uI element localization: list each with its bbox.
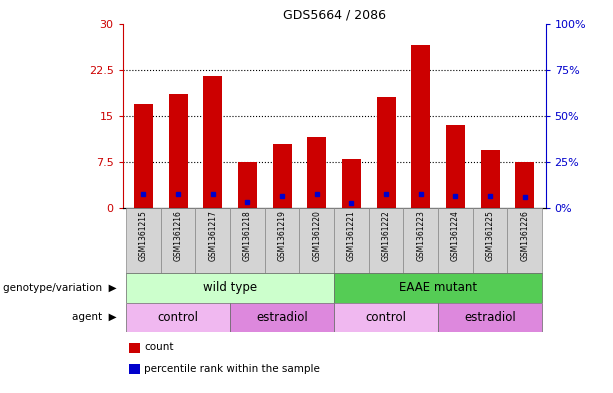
Bar [508,208,542,273]
Bar [126,303,230,332]
Bar [161,208,196,273]
Bar [334,273,542,303]
Bar [230,303,334,332]
Text: control: control [365,311,406,324]
Text: GSM1361218: GSM1361218 [243,210,252,261]
Bar [169,94,188,208]
Bar [299,208,334,273]
Text: agent  ▶: agent ▶ [72,312,116,322]
Text: percentile rank within the sample: percentile rank within the sample [144,364,320,374]
Bar [342,159,361,208]
Text: GSM1361221: GSM1361221 [347,210,356,261]
Bar [438,303,542,332]
Bar [126,208,161,273]
Bar [481,150,500,208]
Bar [334,303,438,332]
Bar [238,162,257,208]
Bar [403,208,438,273]
Text: estradiol: estradiol [256,311,308,324]
Text: GSM1361219: GSM1361219 [278,210,287,261]
Bar [203,76,223,208]
Text: GSM1361217: GSM1361217 [208,210,217,261]
Bar [411,45,430,208]
Bar [196,208,230,273]
Text: GSM1361224: GSM1361224 [451,210,460,261]
Bar [516,162,535,208]
Text: GSM1361216: GSM1361216 [173,210,183,261]
Text: GSM1361225: GSM1361225 [485,210,495,261]
Bar [265,208,299,273]
Bar [307,138,326,208]
Text: GSM1361226: GSM1361226 [520,210,529,261]
Text: GSM1361223: GSM1361223 [416,210,425,261]
Bar [126,273,334,303]
Text: GSM1361222: GSM1361222 [381,210,390,261]
Text: genotype/variation  ▶: genotype/variation ▶ [3,283,116,293]
Text: GSM1361220: GSM1361220 [312,210,321,261]
Text: wild type: wild type [203,281,257,294]
Title: GDS5664 / 2086: GDS5664 / 2086 [283,8,386,21]
Bar [334,208,369,273]
Bar [446,125,465,208]
Bar [273,144,292,208]
Bar [438,208,473,273]
Text: estradiol: estradiol [464,311,516,324]
Bar [376,97,395,208]
Text: control: control [158,311,199,324]
Bar [134,104,153,208]
Text: GSM1361215: GSM1361215 [139,210,148,261]
Text: count: count [144,342,173,352]
Bar [230,208,265,273]
Bar [473,208,508,273]
Bar [369,208,403,273]
Text: EAAE mutant: EAAE mutant [399,281,477,294]
